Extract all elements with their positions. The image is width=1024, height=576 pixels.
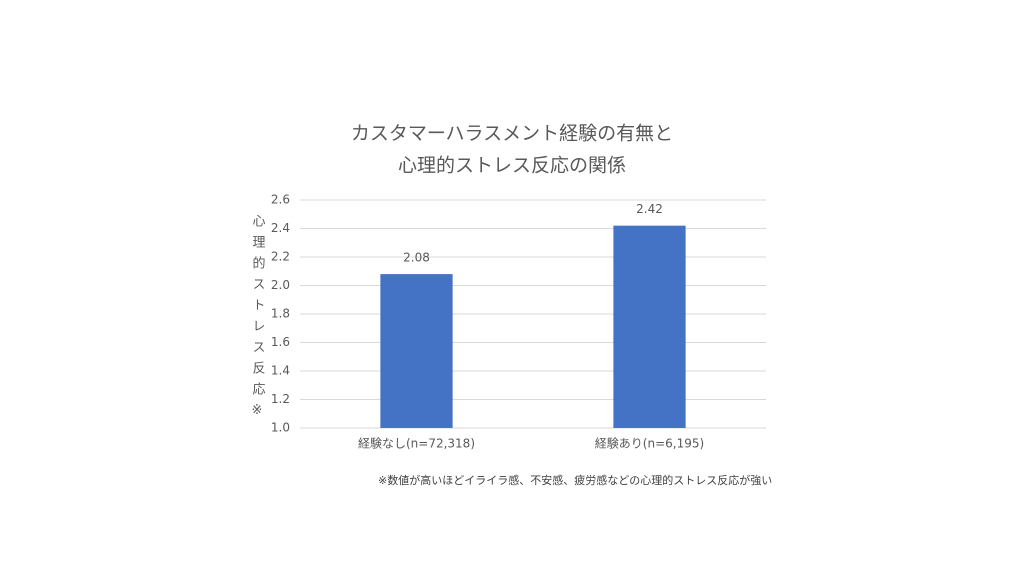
bar [613,225,686,428]
y-tick-label: 1.6 [271,335,290,349]
bar [380,274,453,428]
footnote: ※数値が高いほどイライラ感、不安感、疲労感などの心理的ストレス反応が強い [378,473,772,487]
chart-title: カスタマーハラスメント経験の有無と [351,123,673,145]
y-tick-label: 1.0 [271,421,290,435]
y-tick-label: 2.4 [271,221,290,235]
data-label: 2.42 [636,202,663,216]
y-tick-label: 2.2 [271,250,290,264]
x-tick-label: 経験なし(n=72,318) [358,436,475,451]
y-tick-label: 1.8 [271,307,290,321]
data-label: 2.08 [403,251,430,265]
y-tick-label: 1.2 [271,392,290,406]
chart-title: 心理的ストレス反応の関係 [398,155,626,177]
y-axis-label: 心理的ストレス反応※ [250,214,266,426]
y-tick-label: 2.0 [271,278,290,292]
x-tick-label: 経験あり(n=6,195) [595,436,704,451]
y-tick-label: 1.4 [271,364,290,378]
y-tick-label: 2.6 [271,193,290,207]
